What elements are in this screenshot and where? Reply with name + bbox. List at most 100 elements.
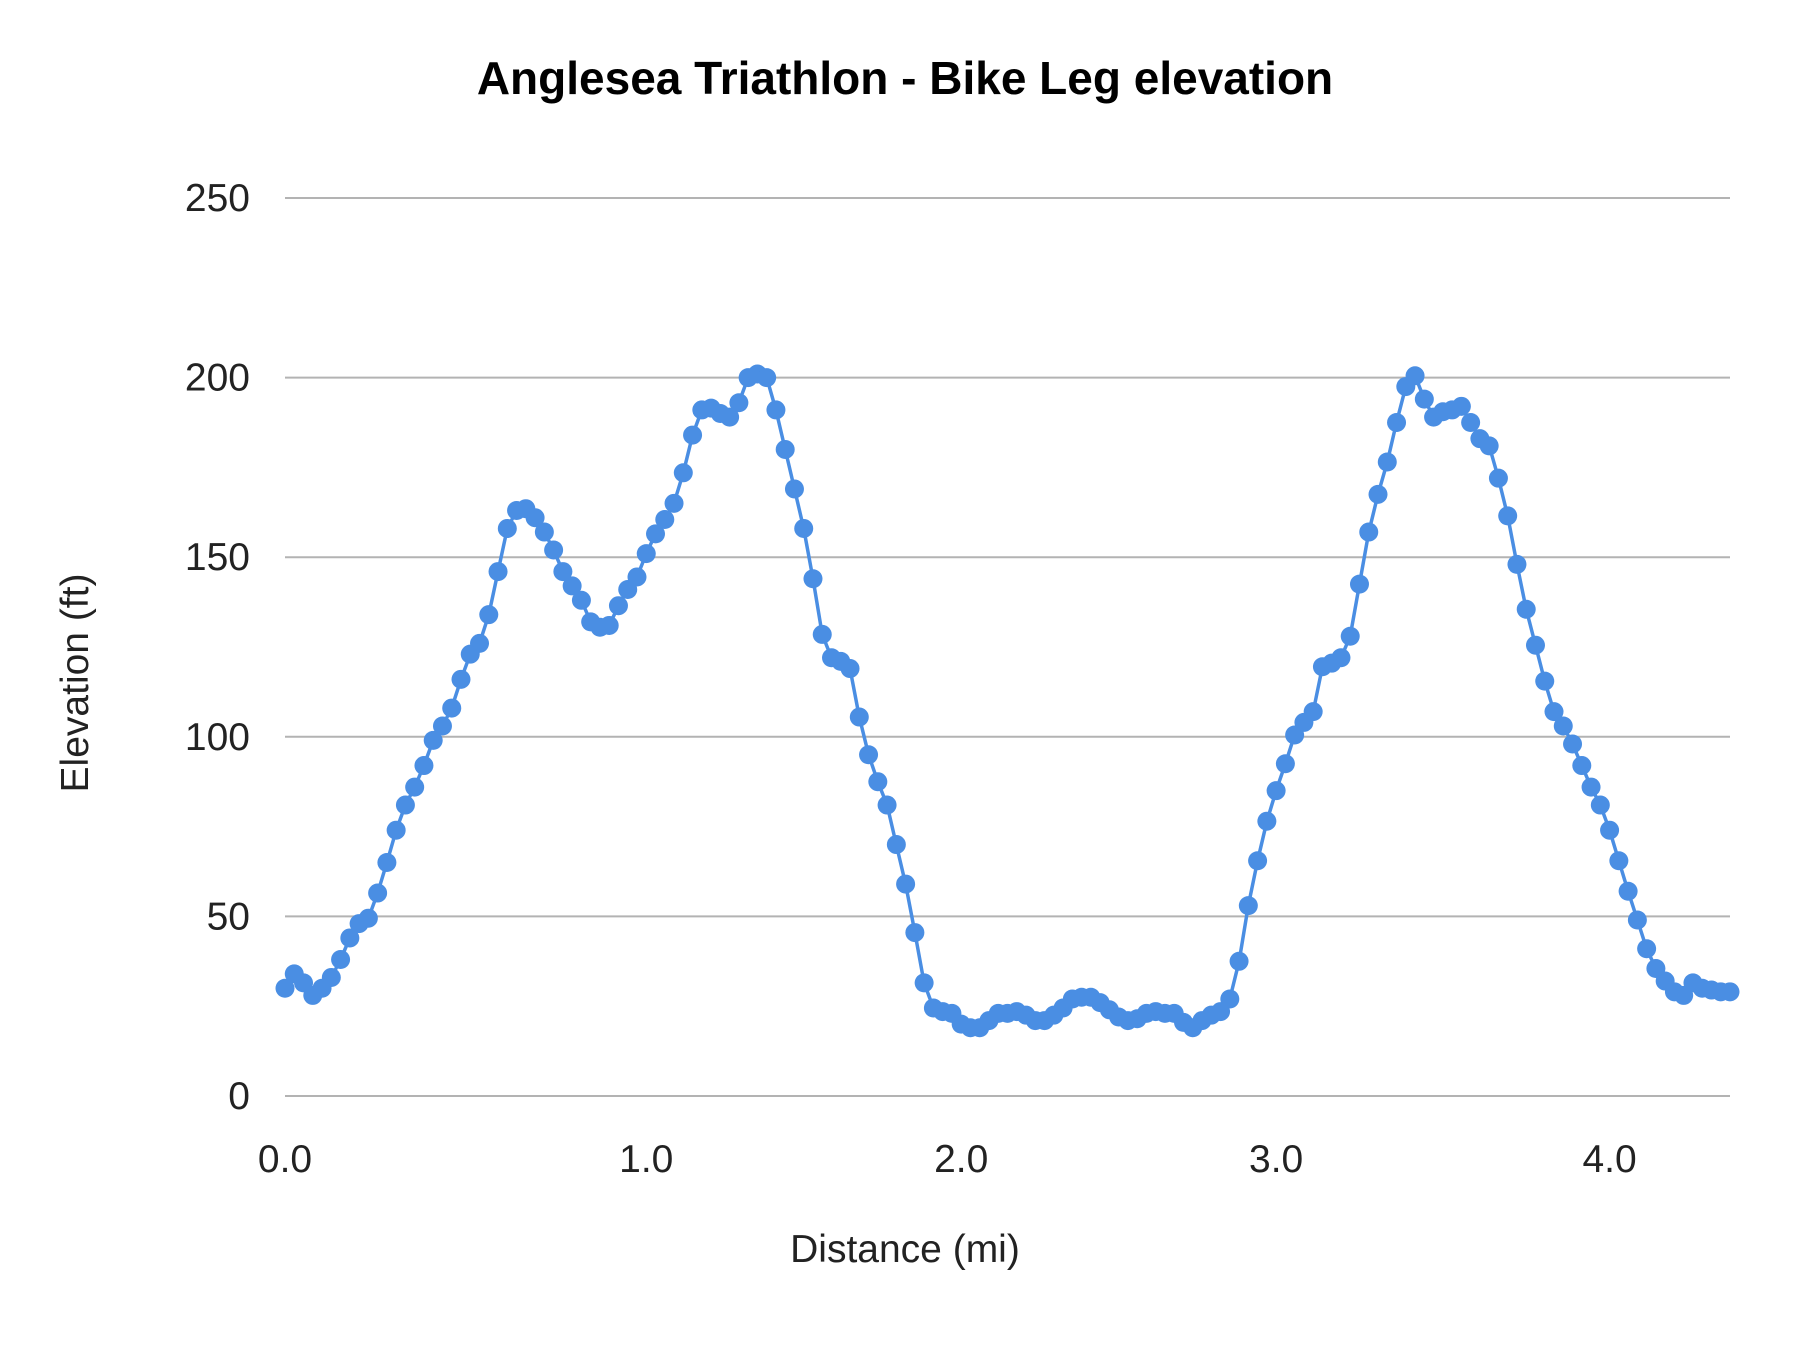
data-point: [1387, 413, 1407, 432]
x-tick-label: 1.0: [619, 1138, 673, 1181]
data-point: [534, 522, 554, 542]
data-point: [646, 524, 666, 544]
data-point: [497, 518, 517, 538]
data-point: [1535, 671, 1555, 691]
data-point: [1266, 781, 1286, 801]
data-point: [1618, 881, 1638, 901]
gridlines: [285, 197, 1730, 1097]
data-point: [766, 400, 786, 420]
data-point: [1368, 484, 1388, 504]
data-point: [729, 393, 749, 413]
data-point: [470, 633, 490, 653]
data-point: [775, 439, 795, 459]
data-point: [423, 730, 443, 750]
y-axis-ticks: 0 50 100 150 200 250: [185, 177, 250, 1118]
data-point: [1331, 648, 1351, 668]
data-point: [1238, 896, 1258, 916]
data-point: [1627, 910, 1647, 930]
data-point: [599, 615, 619, 635]
data-point: [877, 795, 897, 815]
data-point: [664, 493, 684, 513]
data-point: [1544, 702, 1564, 722]
data-point: [331, 950, 351, 970]
data-point: [1479, 436, 1499, 456]
data-point: [784, 479, 804, 499]
data-point: [1377, 452, 1397, 472]
data-point: [1637, 939, 1657, 959]
x-tick-label: 4.0: [1582, 1138, 1636, 1181]
data-point: [803, 569, 823, 589]
data-point: [1303, 702, 1323, 722]
data-point: [544, 540, 564, 560]
y-tick-label: 100: [185, 716, 250, 759]
data-point: [1720, 982, 1740, 1002]
data-point: [1257, 811, 1277, 831]
data-point: [1248, 851, 1268, 871]
data-point: [1461, 413, 1481, 432]
data-point: [849, 707, 869, 727]
data-point: [1507, 554, 1527, 574]
y-tick-label: 0: [228, 1075, 250, 1118]
data-point: [720, 407, 740, 427]
data-point: [655, 509, 675, 529]
data-point: [859, 745, 879, 765]
data-point: [1572, 756, 1592, 776]
data-point: [886, 835, 906, 855]
data-point: [358, 908, 378, 928]
y-tick-label: 50: [207, 895, 250, 938]
data-point: [275, 978, 295, 998]
data-point: [1600, 820, 1620, 840]
data-point: [1405, 366, 1425, 386]
data-point: [386, 820, 406, 840]
data-point: [1563, 734, 1583, 754]
data-point: [1553, 716, 1573, 736]
data-point: [340, 928, 360, 948]
data-point: [673, 463, 693, 483]
elevation-series: [275, 364, 1740, 1038]
y-tick-label: 200: [185, 357, 250, 400]
data-point: [1516, 599, 1536, 619]
data-point: [525, 508, 545, 528]
data-point: [1349, 574, 1369, 594]
data-point: [571, 590, 591, 610]
chart-title: Anglesea Triathlon - Bike Leg elevation: [477, 52, 1333, 104]
data-point: [608, 596, 628, 616]
data-point: [683, 425, 703, 445]
x-tick-label: 2.0: [934, 1138, 988, 1181]
data-point: [442, 698, 462, 718]
data-point: [562, 576, 582, 596]
data-point: [794, 518, 814, 538]
y-axis-label: Elevation (ft): [54, 574, 97, 793]
data-point: [488, 562, 508, 582]
data-point: [1229, 951, 1249, 971]
data-point: [1359, 522, 1379, 542]
data-point: [636, 544, 656, 564]
data-point: [1525, 635, 1545, 655]
data-point: [1414, 389, 1434, 409]
y-tick-label: 250: [185, 177, 250, 220]
data-point: [377, 853, 397, 873]
data-point: [1581, 777, 1601, 797]
y-tick-label: 150: [185, 536, 250, 579]
data-point: [1340, 626, 1360, 646]
data-point: [914, 973, 934, 993]
data-point: [840, 659, 860, 679]
data-point: [1609, 851, 1629, 871]
data-point: [757, 368, 777, 388]
data-point: [896, 874, 916, 894]
data-point: [1275, 754, 1295, 774]
data-point: [432, 716, 452, 736]
data-point: [405, 777, 425, 797]
data-point: [395, 795, 415, 815]
data-point: [321, 967, 341, 987]
data-point: [1590, 795, 1610, 815]
data-point: [868, 772, 888, 792]
data-point: [1488, 468, 1508, 488]
x-tick-label: 0.0: [258, 1138, 312, 1181]
data-point: [479, 605, 499, 625]
data-point: [1220, 989, 1240, 1009]
data-point: [905, 923, 925, 943]
data-point: [1498, 506, 1518, 526]
x-axis-ticks: 0.0 1.0 2.0 3.0 4.0: [258, 1138, 1637, 1181]
